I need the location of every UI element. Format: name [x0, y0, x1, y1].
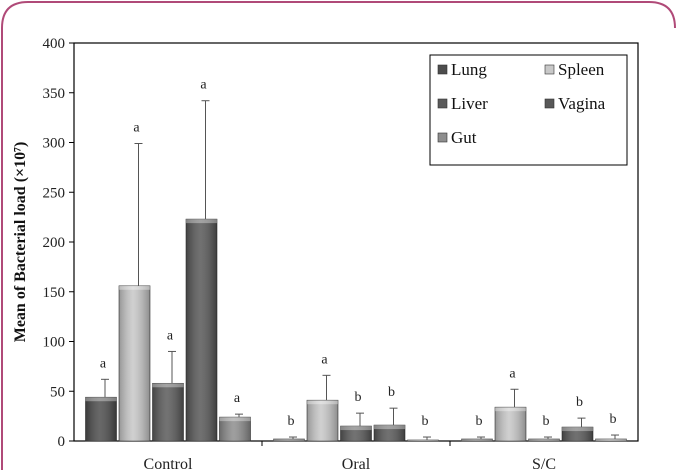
- legend-box: [429, 54, 628, 166]
- x-category-label: Oral: [342, 456, 371, 472]
- significance-label: a: [234, 391, 241, 406]
- y-tick-label: 150: [43, 285, 66, 301]
- bar-shade: [528, 439, 560, 441]
- bar-shade: [119, 285, 150, 441]
- bar-top-bevel: [407, 440, 439, 441]
- bar-top-bevel: [219, 417, 251, 422]
- legend-swatch: [544, 98, 555, 109]
- y-tick-label: 0: [58, 434, 66, 450]
- significance-label: b: [610, 412, 617, 427]
- bar-top-bevel: [152, 383, 184, 388]
- y-tick-label: 250: [43, 185, 66, 201]
- legend-swatch: [437, 64, 448, 75]
- bar-top-bevel: [119, 285, 150, 290]
- legend-label: Gut: [451, 128, 477, 147]
- bar-top-bevel: [85, 397, 117, 402]
- y-tick-label: 300: [43, 136, 66, 152]
- bar-shade: [273, 439, 305, 441]
- y-tick-label: 50: [50, 384, 65, 400]
- bar-top-bevel: [528, 439, 560, 441]
- bar-top-bevel: [307, 400, 338, 405]
- significance-label: a: [100, 356, 107, 371]
- significance-label: b: [576, 395, 583, 410]
- significance-label: b: [422, 414, 429, 429]
- y-tick-label: 100: [43, 335, 66, 351]
- bar-top-bevel: [595, 439, 627, 441]
- significance-label: a: [321, 352, 328, 367]
- x-category-label: S/C: [532, 456, 556, 472]
- significance-label: b: [355, 390, 362, 405]
- significance-label: b: [476, 414, 483, 429]
- significance-label: b: [543, 414, 550, 429]
- legend-label: Lung: [451, 60, 487, 79]
- legend: Lung Spleen Liver Vagina Gut: [429, 54, 628, 166]
- legend-label: Liver: [451, 94, 488, 113]
- y-tick-label: 400: [43, 36, 66, 52]
- significance-label: a: [200, 78, 207, 93]
- legend-label: Spleen: [558, 60, 605, 79]
- significance-label: b: [288, 414, 295, 429]
- significance-label: a: [167, 328, 174, 343]
- bar-shade: [407, 440, 439, 441]
- significance-label: a: [509, 366, 516, 381]
- bar-top-bevel: [374, 425, 405, 430]
- bar-top-bevel: [562, 427, 593, 432]
- bar-shade: [562, 427, 593, 441]
- bar-shade: [461, 439, 493, 441]
- bar-top-bevel: [273, 439, 305, 441]
- bar-top-bevel: [461, 439, 493, 441]
- significance-label: a: [133, 120, 140, 135]
- bar-shade: [374, 425, 405, 441]
- legend-swatch: [437, 132, 448, 143]
- bar-shade: [307, 400, 338, 441]
- y-axis-title: Mean of Bacterial load (×10⁷): [12, 142, 29, 343]
- bars-group: a a a a a b a b b b b a b b b: [85, 78, 627, 442]
- x-category-label: Control: [144, 456, 193, 472]
- y-tick-label: 350: [43, 86, 66, 102]
- bar-shade: [595, 439, 627, 441]
- bar-shade: [85, 397, 117, 441]
- y-axis: 0 50 100 150 200 250 300 350 400: [43, 36, 74, 450]
- legend-label: Vagina: [558, 94, 606, 113]
- legend-swatch: [437, 98, 448, 109]
- significance-label: b: [388, 385, 395, 400]
- bar-shade: [186, 219, 217, 441]
- bar-top-bevel: [340, 426, 372, 431]
- bar-top-bevel: [186, 219, 217, 224]
- bar-shade: [495, 407, 526, 441]
- bar-top-bevel: [495, 407, 526, 412]
- x-axis: Control Oral S/C: [144, 441, 556, 472]
- bar-shade: [152, 383, 184, 441]
- bar-shade: [219, 417, 251, 441]
- bar-shade: [340, 426, 372, 441]
- y-tick-label: 200: [43, 235, 66, 251]
- legend-swatch: [544, 64, 555, 75]
